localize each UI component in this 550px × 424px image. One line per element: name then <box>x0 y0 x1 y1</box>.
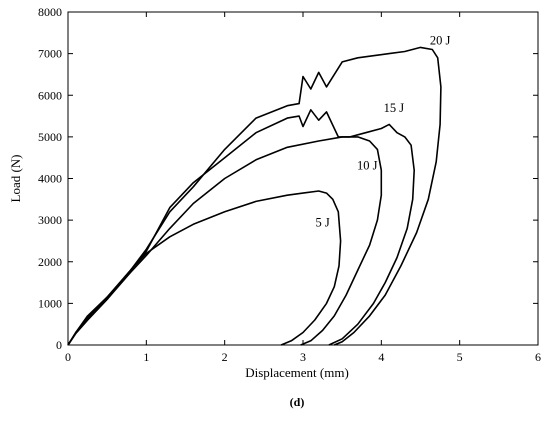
y-tick-label: 0 <box>56 338 62 352</box>
x-tick-label: 1 <box>143 350 149 364</box>
x-axis-title: Displacement (mm) <box>245 365 349 380</box>
series-label: 5 J <box>315 215 329 229</box>
y-tick-label: 6000 <box>38 88 62 102</box>
series-curves <box>67 46 442 346</box>
series-label: 15 J <box>384 101 405 115</box>
series-label: 10 J <box>357 158 378 172</box>
series-labels: 5 J 10 J 15 J 20 J <box>315 33 450 229</box>
series-line-20j <box>67 46 442 346</box>
y-axis-title: Load (N) <box>8 154 23 202</box>
y-tick-label: 3000 <box>38 213 62 227</box>
series-line-15j <box>67 109 415 346</box>
x-tick-label: 5 <box>457 350 463 364</box>
y-tick-label: 7000 <box>38 47 62 61</box>
plot-border <box>67 11 539 346</box>
y-tick-label: 1000 <box>38 296 62 310</box>
series-line-10j <box>67 136 383 346</box>
x-axis-ticks: 0 1 2 3 4 5 6 <box>65 12 541 364</box>
x-tick-label: 3 <box>300 350 306 364</box>
y-tick-label: 8000 <box>38 5 62 19</box>
x-tick-label: 0 <box>65 350 71 364</box>
y-axis-ticks: 0 1000 2000 3000 4000 5000 6000 7000 8000 <box>38 5 538 352</box>
x-tick-label: 4 <box>378 350 384 364</box>
x-tick-label: 2 <box>222 350 228 364</box>
x-tick-label: 6 <box>535 350 541 364</box>
series-line-5j <box>67 190 342 346</box>
y-tick-label: 5000 <box>38 130 62 144</box>
y-tick-label: 2000 <box>38 255 62 269</box>
panel-label: (d) <box>290 395 305 409</box>
y-tick-label: 4000 <box>38 172 62 186</box>
series-label: 20 J <box>430 33 451 47</box>
plot-frame <box>67 11 539 346</box>
